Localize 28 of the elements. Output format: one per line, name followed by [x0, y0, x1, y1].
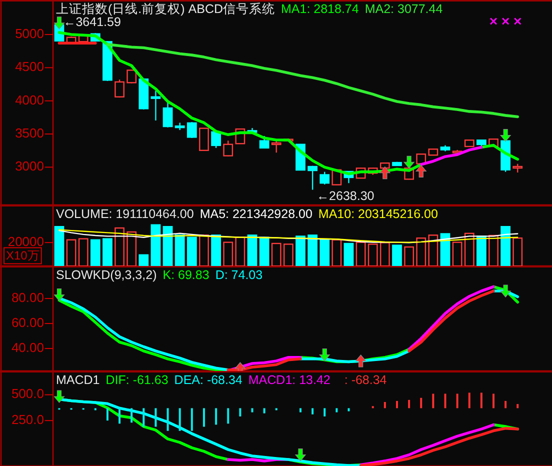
- y-tick-label: 4500: [15, 59, 44, 74]
- y-axis-title: X10万: [6, 248, 40, 263]
- chart-title: VOLUME: 191110464.00: [56, 207, 194, 221]
- y-tick-label: 20000: [8, 234, 44, 249]
- series-label: DIF: -61.63: [106, 373, 168, 387]
- chart-title: SLOWKD(9,3,3,2): [56, 268, 157, 282]
- y-tick-label: 60.00: [11, 314, 44, 330]
- series-label: MACD1: 13.42: [248, 373, 330, 387]
- annotation: ←3641.59: [63, 15, 121, 30]
- series-label: MA5: 221342928.00: [200, 207, 312, 221]
- text: MA1: 2818.74: [281, 2, 359, 16]
- text: K: 69.83: [162, 268, 210, 282]
- y-tick-label: 3500: [15, 125, 44, 140]
- annotation: : -68.34: [344, 373, 387, 387]
- y-tick-label: 500.0: [11, 386, 44, 402]
- series-label: MA10: 203145216.00: [318, 207, 438, 221]
- y-tick-label: 3000: [15, 158, 44, 174]
- text: MA2: 3077.44: [364, 2, 443, 16]
- chart-title: 上证指数(日线.前复权) ABCD信号系统: [56, 2, 275, 16]
- y-tick-label: 80.00: [11, 290, 44, 305]
- chart-title: MACD1: [56, 373, 100, 387]
- y-tick-label: 4000: [15, 92, 44, 108]
- y-tick-label: 250.0: [11, 412, 44, 428]
- text: DEA: -68.34: [174, 373, 242, 387]
- y-tick-label: 5000: [15, 26, 44, 41]
- annotation: ←2638.30: [316, 189, 374, 204]
- text: D: 74.03: [215, 268, 263, 282]
- y-tick-label: 40.00: [11, 340, 44, 355]
